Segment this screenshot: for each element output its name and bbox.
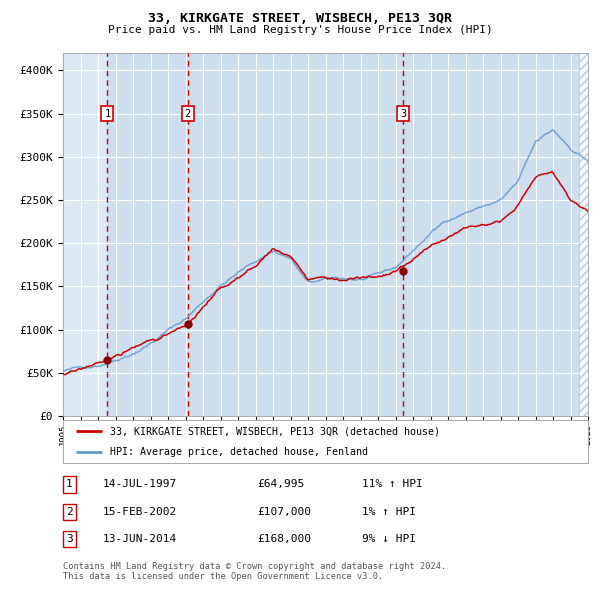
Text: 1: 1: [104, 109, 110, 119]
Text: 1% ↑ HPI: 1% ↑ HPI: [362, 507, 416, 517]
Bar: [403, 53, 579, 416]
Text: 14-JUL-1997: 14-JUL-1997: [103, 480, 176, 489]
Text: HPI: Average price, detached house, Fenland: HPI: Average price, detached house, Fenl…: [110, 447, 368, 457]
Text: 11% ↑ HPI: 11% ↑ HPI: [362, 480, 423, 489]
Text: 15-FEB-2002: 15-FEB-2002: [103, 507, 176, 517]
Text: Contains HM Land Registry data © Crown copyright and database right 2024.
This d: Contains HM Land Registry data © Crown c…: [63, 562, 446, 581]
Text: £107,000: £107,000: [257, 507, 311, 517]
Text: Price paid vs. HM Land Registry's House Price Index (HPI): Price paid vs. HM Land Registry's House …: [107, 25, 493, 35]
Text: 2: 2: [184, 109, 191, 119]
Text: £168,000: £168,000: [257, 535, 311, 544]
Text: 2: 2: [66, 507, 73, 517]
Bar: [188, 53, 403, 416]
Text: 3: 3: [400, 109, 407, 119]
Bar: [107, 53, 188, 416]
Text: £64,995: £64,995: [257, 480, 305, 489]
Text: 1: 1: [66, 480, 73, 489]
Text: 33, KIRKGATE STREET, WISBECH, PE13 3QR: 33, KIRKGATE STREET, WISBECH, PE13 3QR: [148, 12, 452, 25]
Bar: [579, 53, 588, 416]
Text: 3: 3: [66, 535, 73, 544]
Text: 33, KIRKGATE STREET, WISBECH, PE13 3QR (detached house): 33, KIRKGATE STREET, WISBECH, PE13 3QR (…: [110, 427, 440, 436]
Text: 9% ↓ HPI: 9% ↓ HPI: [362, 535, 416, 544]
Text: 13-JUN-2014: 13-JUN-2014: [103, 535, 176, 544]
